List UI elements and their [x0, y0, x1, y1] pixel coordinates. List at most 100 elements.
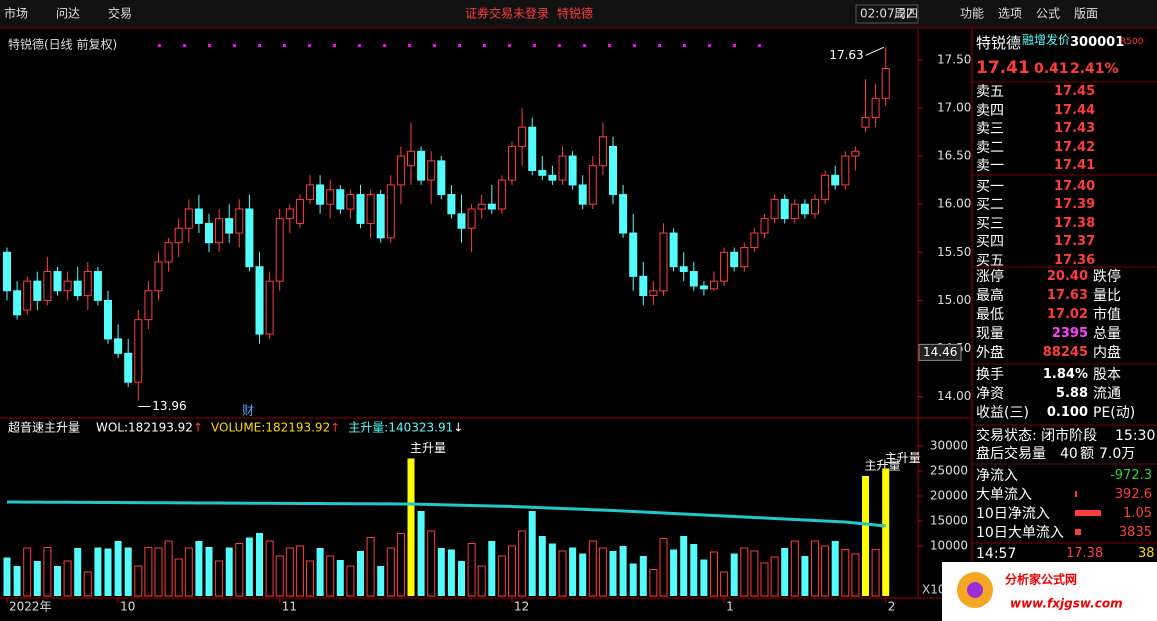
low-label: 13.96	[152, 399, 186, 413]
menu-item[interactable]: 市场	[4, 6, 28, 21]
candle-body	[437, 160, 446, 196]
volume-bar	[134, 565, 143, 597]
volume-bar	[114, 541, 122, 596]
volume-bar	[33, 561, 41, 596]
book-price: 17.42	[1054, 139, 1096, 155]
stat-label2: 股本	[1093, 367, 1121, 383]
volume-bar	[598, 547, 607, 597]
indicator-name: 主升量:	[348, 421, 388, 435]
candle-body	[225, 218, 234, 234]
marker-dot	[383, 44, 386, 47]
book-price: 17.37	[1054, 234, 1096, 249]
volume-bar	[265, 540, 274, 597]
candle-body	[114, 338, 123, 354]
volume-bar	[770, 556, 779, 597]
stat-label2: 总量	[1093, 326, 1121, 342]
y-tick-label: 20000	[930, 489, 968, 503]
flow-value: -972.3	[1110, 468, 1152, 483]
tool-menu[interactable]: 公式	[1036, 7, 1060, 21]
y-tick-label: 16.50	[937, 149, 971, 163]
volume-bar	[225, 547, 233, 596]
marker-dot	[433, 44, 436, 47]
candle-body	[790, 203, 799, 220]
book-label: 卖三	[976, 121, 1004, 137]
candle-body	[447, 194, 456, 215]
x-tick-label: 12	[514, 600, 529, 614]
stock-code: 300001	[1070, 35, 1125, 50]
candle-body	[558, 155, 567, 181]
book-label: 买三	[976, 215, 1004, 232]
stat-value: 17.63	[1046, 288, 1088, 303]
high-label: 17.63	[829, 48, 863, 62]
indicator-arrow: ↓	[453, 421, 463, 435]
candle-body	[427, 160, 436, 181]
volume-bar	[256, 533, 263, 596]
candle-body	[124, 352, 133, 383]
candle-body	[740, 246, 749, 268]
stat-label: 换手	[976, 367, 1004, 383]
volume-bar	[760, 562, 769, 597]
indicator-name: VOLUME:	[211, 421, 265, 435]
candle-body	[154, 261, 163, 292]
x-tick-label: 2022年	[9, 600, 52, 614]
volume-bar	[94, 547, 102, 596]
volume-bar	[801, 556, 809, 596]
flow-bar	[1075, 529, 1081, 535]
book-price: 17.43	[1054, 121, 1096, 136]
indicator-name: WOL:	[96, 421, 128, 435]
volume-bar	[3, 557, 11, 596]
candle-body	[144, 290, 153, 321]
tool-menu[interactable]: 功能	[960, 7, 984, 21]
candle-body	[336, 189, 345, 210]
volume-bar	[862, 476, 869, 596]
book-label: 卖四	[976, 102, 1004, 119]
cursor-label: 14.46	[923, 345, 957, 359]
volume-bar	[467, 543, 476, 597]
flow-bar	[1075, 510, 1101, 516]
menu-item[interactable]: 交易	[108, 6, 132, 21]
book-label: 买二	[976, 197, 1004, 213]
volume-bar	[235, 543, 244, 597]
book-label: 买五	[976, 252, 1004, 269]
candle-body	[33, 280, 42, 301]
logo-url: www.fxjgsw.com	[1010, 597, 1123, 611]
candle-body	[3, 251, 11, 292]
candle-body	[43, 271, 52, 301]
volume-bar	[205, 547, 213, 596]
candle-body	[376, 194, 385, 239]
candle-body	[639, 275, 648, 297]
candle-body	[134, 319, 143, 383]
candle-body	[174, 227, 183, 244]
volume-bar	[750, 550, 759, 597]
volume-bar	[295, 545, 304, 597]
volume-bar	[43, 547, 52, 597]
highlight-label: 主升量	[410, 441, 446, 455]
tool-menu[interactable]: 选项	[998, 7, 1022, 21]
indicator-arrow: ↑	[193, 421, 203, 435]
tool-menu[interactable]: 版面	[1074, 7, 1098, 21]
candle-body	[649, 290, 658, 297]
stock-name: 特锐德	[976, 34, 1022, 52]
volume-bar	[558, 550, 567, 597]
stat-value: 88245	[1042, 345, 1088, 360]
candle-body	[619, 194, 628, 234]
flow-label: 10日大单流入	[976, 525, 1064, 541]
volume-bar	[326, 555, 335, 597]
marker-dot	[733, 44, 736, 47]
marker-dot	[458, 44, 461, 47]
flow-value: 3835	[1118, 525, 1152, 540]
tick-vol: 38	[1138, 546, 1155, 561]
menu-item[interactable]: 问达	[56, 7, 80, 21]
volume-bar	[518, 530, 527, 597]
clock: 02:07:22	[860, 7, 914, 21]
candle-body	[548, 174, 557, 181]
volume-bar	[427, 530, 436, 597]
status-time: 15:30	[1115, 428, 1156, 444]
volume-bar	[588, 540, 597, 597]
book-label: 买一	[976, 178, 1004, 195]
volume-bar	[639, 556, 647, 596]
candle-body	[386, 184, 395, 239]
book-price: 17.36	[1054, 252, 1096, 268]
marker-dot	[533, 44, 536, 47]
candle-body	[346, 194, 355, 210]
